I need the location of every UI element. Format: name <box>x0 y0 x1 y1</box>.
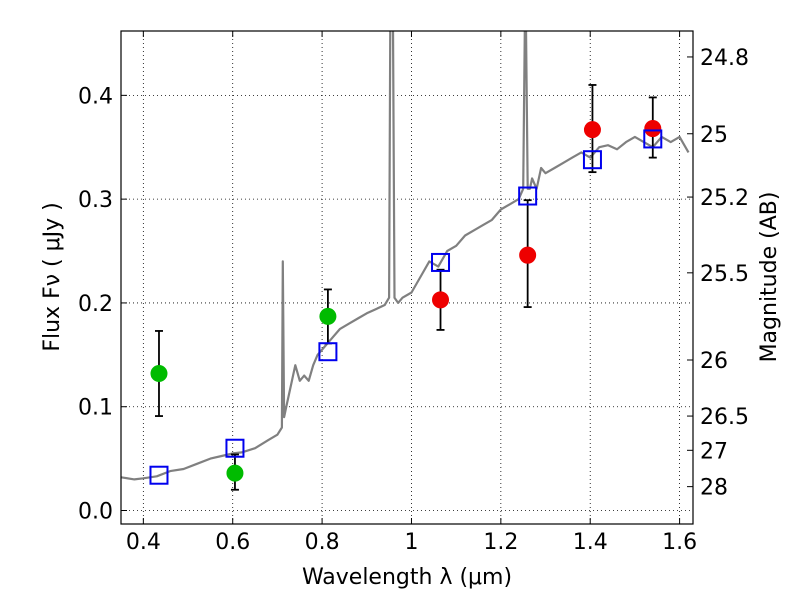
model-flux-box <box>643 129 663 149</box>
model-flux-box <box>318 342 338 362</box>
x-tick-label: 1.4 <box>573 530 608 555</box>
y2-tick-label: 26.5 <box>700 405 749 430</box>
x-tick-label: 1 <box>404 530 418 555</box>
model-flux-box <box>518 186 538 206</box>
grid-lines <box>121 31 693 524</box>
y-tick-label: 0.0 <box>78 500 113 525</box>
y2-tick-label: 24.8 <box>700 46 749 71</box>
spectrum-line <box>121 31 690 481</box>
photometry-point <box>583 121 601 139</box>
x-axis-label: Wavelength λ (μm) <box>302 565 512 590</box>
y2-tick-label: 27 <box>700 439 728 464</box>
y-tick-label: 0.2 <box>78 292 113 317</box>
photometry-point <box>519 246 537 264</box>
y2-tick-label: 25.2 <box>700 186 749 211</box>
plot-frame <box>120 30 694 525</box>
photometry-point <box>432 291 450 309</box>
y-tick-label: 0.4 <box>78 84 113 109</box>
model-flux-box <box>431 252 451 272</box>
plot-area <box>121 31 693 524</box>
y-axis-label: Flux Fν ( μJy ) <box>40 202 65 351</box>
model-flux-box <box>225 438 245 458</box>
y2-tick-label: 25 <box>700 123 728 148</box>
x-tick-label: 0.6 <box>215 530 250 555</box>
y2-tick-label: 28 <box>700 476 728 501</box>
y-tick-label: 0.1 <box>78 396 113 421</box>
x-tick-label: 1.2 <box>483 530 518 555</box>
x-tick-label: 0.8 <box>305 530 340 555</box>
x-tick-label: 0.4 <box>126 530 161 555</box>
data-layer <box>121 31 690 491</box>
x-tick-label: 1.6 <box>662 530 697 555</box>
model-flux-box <box>149 465 169 485</box>
y-tick-label: 0.3 <box>78 188 113 213</box>
photometry-point <box>150 365 168 383</box>
photometry-point <box>226 464 244 482</box>
photometry-point <box>644 120 662 138</box>
y2-tick-label: 26 <box>700 349 728 374</box>
model-flux-box <box>582 150 602 170</box>
axis-ticks: 0.4 0.6 0.8 1 1.2 1.4 1.6 0.0 0.1 0.2 0.3 0.4 24.8 25… <box>78 31 749 555</box>
y2-axis-label: Magnitude (AB) <box>757 192 782 363</box>
photometry-point <box>319 307 337 325</box>
y2-tick-label: 25.5 <box>700 262 749 287</box>
